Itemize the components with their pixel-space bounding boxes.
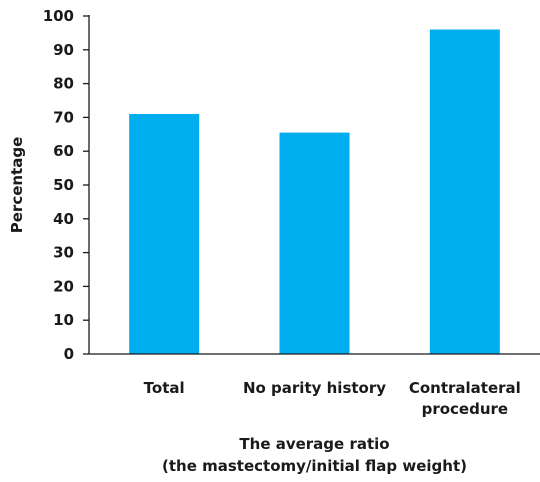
- y-tick-label: 90: [53, 41, 74, 59]
- x-tick-label: Total: [144, 379, 185, 397]
- bar: [279, 132, 350, 354]
- x-axis-title: The average ratio (the mastectomy/initial…: [162, 435, 467, 475]
- y-tick-label: 70: [53, 108, 74, 126]
- y-tick-label: 40: [53, 210, 74, 228]
- y-axis-ticks: 0 10 20 30 40 50 60 70 80 90 100: [43, 7, 89, 363]
- bar: [129, 114, 200, 355]
- y-tick-label: 10: [53, 311, 74, 329]
- y-tick-label: 80: [53, 75, 74, 93]
- x-axis-tick-labels: Total No parity history Contralateral proce…: [144, 379, 521, 418]
- y-tick-label: 50: [53, 176, 74, 194]
- y-tick-label: 100: [43, 7, 74, 25]
- y-tick-label: 30: [53, 244, 74, 262]
- x-tick-label: No parity history: [243, 379, 386, 397]
- y-tick-label: 60: [53, 142, 74, 160]
- bar: [429, 29, 500, 355]
- x-tick-label: Contralateral procedure: [409, 379, 521, 418]
- y-axis-title: Percentage: [8, 137, 26, 234]
- y-tick-label: 0: [64, 345, 74, 363]
- y-tick-label: 20: [53, 277, 74, 295]
- bars: [129, 29, 500, 355]
